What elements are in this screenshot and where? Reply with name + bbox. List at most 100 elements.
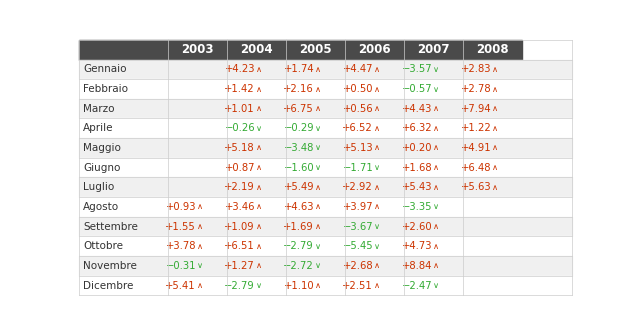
Text: ∧: ∧ (432, 242, 439, 251)
Text: ∧: ∧ (314, 222, 321, 231)
Text: −0.29: −0.29 (283, 123, 314, 133)
Text: +1.69: +1.69 (283, 222, 314, 232)
Bar (345, 40, 404, 59)
Text: ∧: ∧ (432, 104, 439, 113)
Text: ∧: ∧ (373, 104, 380, 113)
Text: ∧: ∧ (255, 183, 262, 192)
Text: ∨: ∨ (314, 124, 321, 133)
Text: ∧: ∧ (314, 183, 321, 192)
Bar (79, 178, 572, 197)
Text: ∨: ∨ (314, 262, 321, 271)
Text: 2008: 2008 (476, 43, 509, 56)
Bar (79, 217, 572, 236)
Text: +0.20: +0.20 (402, 143, 432, 153)
Text: +6.32: +6.32 (401, 123, 432, 133)
Text: −5.45: −5.45 (342, 241, 373, 251)
Text: −3.48: −3.48 (284, 143, 314, 153)
Text: +1.09: +1.09 (224, 222, 255, 232)
Text: ∧: ∧ (373, 262, 380, 271)
Text: +2.51: +2.51 (342, 281, 373, 290)
Text: ∨: ∨ (314, 242, 321, 251)
Text: −2.79: −2.79 (283, 241, 314, 251)
Text: ∧: ∧ (255, 163, 262, 172)
Text: +0.50: +0.50 (343, 84, 373, 94)
Bar (79, 197, 572, 217)
Text: +5.18: +5.18 (224, 143, 255, 153)
Bar (79, 99, 572, 119)
Text: −2.79: −2.79 (224, 281, 255, 290)
Text: −2.72: −2.72 (283, 261, 314, 271)
Text: +1.68: +1.68 (401, 163, 432, 173)
Bar (286, 40, 345, 59)
Text: ∧: ∧ (491, 104, 498, 113)
Text: +4.63: +4.63 (284, 202, 314, 212)
Text: +1.42: +1.42 (224, 84, 255, 94)
Text: +0.93: +0.93 (166, 202, 196, 212)
Bar (79, 79, 572, 99)
Text: ∧: ∧ (255, 222, 262, 231)
Text: Dicembre: Dicembre (83, 281, 134, 290)
Text: ∧: ∧ (373, 124, 380, 133)
Text: ∧: ∧ (196, 242, 203, 251)
Text: ∧: ∧ (373, 85, 380, 94)
Text: Ottobre: Ottobre (83, 241, 123, 251)
Text: 2006: 2006 (358, 43, 391, 56)
Text: +4.73: +4.73 (402, 241, 432, 251)
Text: +0.87: +0.87 (225, 163, 255, 173)
Bar (79, 40, 168, 59)
Text: ∧: ∧ (432, 222, 439, 231)
Text: 2007: 2007 (417, 43, 450, 56)
Text: +3.46: +3.46 (225, 202, 255, 212)
Text: +6.48: +6.48 (461, 163, 491, 173)
Text: −1.60: −1.60 (283, 163, 314, 173)
Text: +8.84: +8.84 (402, 261, 432, 271)
Text: +6.51: +6.51 (224, 241, 255, 251)
Text: ∨: ∨ (255, 124, 262, 133)
Text: Maggio: Maggio (83, 143, 121, 153)
Text: ∨: ∨ (432, 281, 439, 290)
Text: +3.78: +3.78 (166, 241, 196, 251)
Text: +2.16: +2.16 (283, 84, 314, 94)
Text: ∧: ∧ (255, 104, 262, 113)
Bar (79, 138, 572, 158)
Text: ∨: ∨ (314, 163, 321, 172)
Text: ∨: ∨ (373, 222, 380, 231)
Text: +4.91: +4.91 (460, 143, 491, 153)
Text: ∧: ∧ (373, 183, 380, 192)
Text: −3.57: −3.57 (401, 64, 432, 74)
Text: ∨: ∨ (196, 262, 203, 271)
Text: ∧: ∧ (314, 104, 321, 113)
Text: ∧: ∧ (255, 143, 262, 152)
Text: −3.35: −3.35 (402, 202, 432, 212)
Text: Marzo: Marzo (83, 104, 115, 114)
Text: +2.19: +2.19 (224, 182, 255, 192)
Text: Aprile: Aprile (83, 123, 114, 133)
Bar (79, 158, 572, 178)
Text: ∧: ∧ (491, 143, 498, 152)
Text: +1.27: +1.27 (224, 261, 255, 271)
Text: +2.83: +2.83 (461, 64, 491, 74)
Bar (227, 40, 286, 59)
Text: ∧: ∧ (432, 124, 439, 133)
Text: ∧: ∧ (373, 143, 380, 152)
Text: +7.94: +7.94 (460, 104, 491, 114)
Text: +4.23: +4.23 (225, 64, 255, 74)
Text: −0.57: −0.57 (401, 84, 432, 94)
Text: Gennaio: Gennaio (83, 64, 127, 74)
Text: ∨: ∨ (373, 242, 380, 251)
Text: ∧: ∧ (314, 85, 321, 94)
Text: ∨: ∨ (432, 85, 439, 94)
Text: +4.43: +4.43 (402, 104, 432, 114)
Text: +6.75: +6.75 (283, 104, 314, 114)
Text: ∧: ∧ (432, 183, 439, 192)
Text: +5.63: +5.63 (460, 182, 491, 192)
Text: ∧: ∧ (314, 281, 321, 290)
Text: −0.26: −0.26 (224, 123, 255, 133)
Text: +5.41: +5.41 (165, 281, 196, 290)
Text: +2.78: +2.78 (460, 84, 491, 94)
Text: +4.47: +4.47 (343, 64, 373, 74)
Text: ∧: ∧ (491, 163, 498, 172)
Text: ∧: ∧ (373, 65, 380, 74)
Text: Novembre: Novembre (83, 261, 137, 271)
Text: ∨: ∨ (255, 281, 262, 290)
